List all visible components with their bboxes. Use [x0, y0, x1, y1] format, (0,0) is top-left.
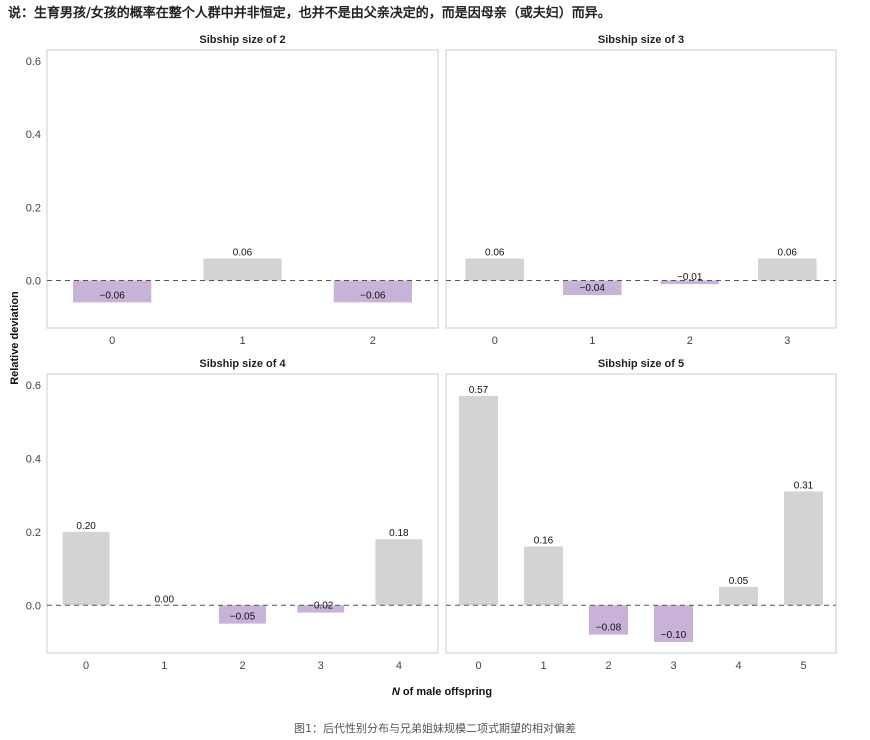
panel-2: Sibship size of 3 0.06 0 −0.04 1 −0.01 2 0.06 3 — [445, 34, 837, 347]
x-tick-label: 3 — [784, 335, 790, 347]
bar — [719, 586, 758, 606]
data-label: −0.02 — [308, 601, 334, 612]
x-tick-label: 4 — [735, 660, 741, 672]
panel-title: Sibship size of 2 — [199, 34, 285, 46]
bar — [563, 280, 622, 296]
panel-border — [46, 49, 439, 329]
y-tick-label: 0.2 — [26, 202, 41, 214]
x-tick-label: 1 — [589, 335, 595, 347]
data-label: −0.10 — [661, 630, 687, 641]
y-tick-label: 0.6 — [26, 56, 41, 68]
bar — [73, 280, 152, 303]
x-tick-label: 1 — [161, 660, 167, 672]
y-tick-label: 0.4 — [26, 129, 41, 141]
bar — [589, 605, 628, 635]
data-label: −0.08 — [596, 623, 622, 634]
data-label: 0.31 — [794, 480, 814, 491]
data-label: 0.06 — [233, 248, 253, 259]
bar — [203, 258, 282, 281]
data-label: −0.01 — [677, 272, 703, 283]
x-tick-label: 2 — [370, 335, 376, 347]
x-axis-title: N of male offspring — [392, 686, 492, 698]
x-tick-label: 1 — [239, 335, 245, 347]
data-label: −0.06 — [360, 290, 386, 301]
panel-title: Sibship size of 3 — [598, 34, 684, 46]
x-tick-label: 0 — [475, 660, 481, 672]
y-tick-label: 0.0 — [26, 275, 41, 287]
y-tick-label: 0.6 — [26, 380, 41, 392]
panel-border — [46, 373, 439, 654]
panels-group: Sibship size of 2 0.0 0.2 0.4 0.6 −0.06 0 0.06 1… — [26, 34, 837, 672]
data-label: 0.18 — [389, 528, 409, 539]
data-label: 0.06 — [485, 248, 505, 259]
bar — [219, 605, 266, 624]
panel-border — [445, 373, 837, 654]
data-label: 0.06 — [778, 248, 798, 259]
bar — [297, 605, 345, 613]
x-tick-label: 0 — [492, 335, 498, 347]
panel-title: Sibship size of 5 — [598, 358, 684, 370]
data-label: 0.05 — [729, 576, 749, 587]
panel-4: Sibship size of 5 0.57 0 0.16 1 −0.08 2 −0.10 3 0… — [445, 358, 837, 672]
bar — [758, 258, 817, 281]
bar — [465, 258, 524, 281]
data-label: 0.00 — [155, 594, 175, 605]
bar — [784, 491, 823, 606]
x-tick-label: 5 — [800, 660, 806, 672]
y-axis-title: Relative deviation — [9, 291, 21, 385]
bar — [524, 546, 563, 606]
panel-3: Sibship size of 4 0.0 0.2 0.4 0.6 0.20 0 0.00 1 −… — [26, 358, 439, 672]
x-axis-title-italic: N — [392, 686, 401, 698]
data-label: −0.04 — [580, 283, 606, 294]
bar — [375, 539, 423, 606]
figure-caption: 图1：后代性别分布与兄弟姐妹规模二项式期望的相对偏差 — [294, 722, 576, 735]
chart-figure: Relative deviation N of male offspring S… — [9, 34, 837, 698]
x-tick-label: 4 — [396, 660, 402, 672]
x-tick-label: 0 — [83, 660, 89, 672]
data-label: 0.57 — [469, 385, 489, 396]
data-label: 0.20 — [76, 521, 96, 532]
intro-text: 说：生育男孩/女孩的概率在整个人群中并非恒定，也并不是由父亲决定的，而是因母亲（… — [8, 6, 611, 21]
panel-1: Sibship size of 2 0.0 0.2 0.4 0.6 −0.06 0 0.06 1… — [26, 34, 439, 347]
bar — [459, 396, 498, 606]
y-tick-label: 0.2 — [26, 527, 41, 539]
bar — [660, 280, 719, 285]
x-axis-title-rest: of male offspring — [400, 686, 492, 698]
x-tick-label: 2 — [239, 660, 245, 672]
data-label: −0.06 — [100, 290, 126, 301]
y-tick-label: 0.0 — [26, 600, 41, 612]
x-tick-label: 0 — [109, 335, 115, 347]
bar — [62, 531, 110, 606]
x-tick-label: 3 — [670, 660, 676, 672]
panel-border — [445, 49, 837, 329]
y-tick-label: 0.4 — [26, 453, 41, 465]
bar — [654, 605, 693, 642]
data-label: 0.16 — [534, 536, 554, 547]
bar — [333, 280, 412, 303]
x-tick-label: 2 — [605, 660, 611, 672]
data-label: −0.05 — [230, 612, 256, 623]
panel-title: Sibship size of 4 — [199, 358, 286, 370]
x-tick-label: 1 — [540, 660, 546, 672]
x-tick-label: 2 — [687, 335, 693, 347]
x-tick-label: 3 — [318, 660, 324, 672]
